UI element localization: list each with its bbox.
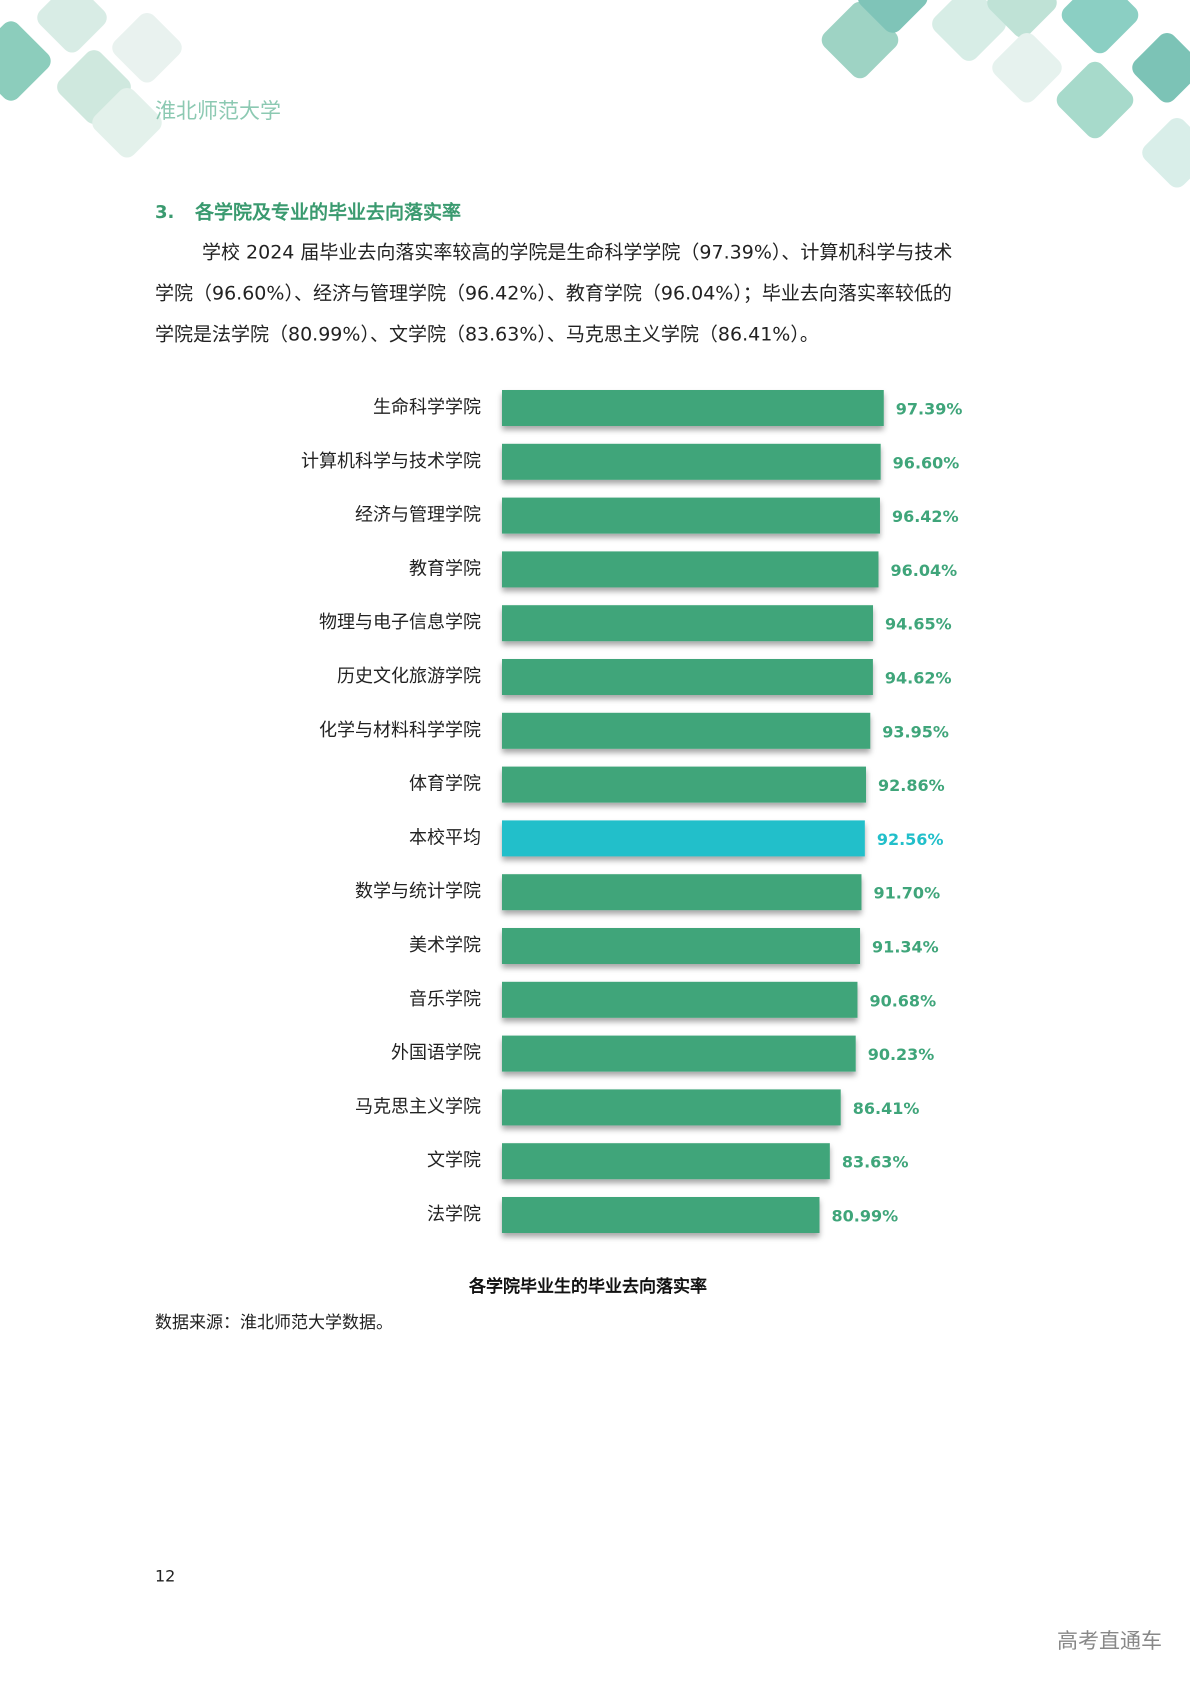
section-number: 3. (155, 202, 174, 223)
bar (502, 712, 871, 749)
category-label: 外国语学院 (391, 1043, 481, 1064)
bar (502, 766, 867, 803)
value-label: 90.23% (868, 1045, 935, 1064)
paragraph-line: 学校 2024 届毕业去向落实率较高的学院是生命科学学院（97.39%）、计算机… (202, 242, 952, 264)
category-label: 音乐学院 (409, 989, 481, 1010)
header-title: 淮北师范大学 (155, 99, 281, 123)
bar (502, 1089, 841, 1126)
value-label: 94.65% (885, 615, 952, 634)
bar (502, 497, 880, 534)
bar (502, 1143, 830, 1180)
category-label: 体育学院 (409, 774, 481, 795)
category-label: 本校平均 (409, 827, 481, 848)
category-label: 化学与材料科学学院 (319, 720, 481, 741)
value-label: 92.86% (878, 776, 945, 795)
page-number: 12 (155, 1567, 175, 1586)
value-label: 93.95% (882, 722, 949, 741)
bar (502, 659, 873, 695)
value-label: 96.60% (893, 453, 960, 472)
bar (502, 981, 858, 1018)
decoration (0, 0, 1190, 188)
bar (502, 1197, 820, 1233)
category-label: 计算机科学与技术学院 (301, 451, 481, 472)
bar (502, 551, 879, 588)
value-label: 80.99% (831, 1207, 898, 1226)
category-label: 生命科学学院 (373, 397, 481, 418)
bar (502, 820, 865, 857)
value-label: 91.34% (872, 938, 939, 957)
bar (502, 928, 861, 964)
value-label: 94.62% (885, 669, 952, 688)
bar-chart: 生命科学学院 97.39% 计算机科学与技术学院 96.60% 经济与管理学院 96.42… (301, 390, 962, 1233)
bar (502, 605, 874, 642)
value-label: 86.41% (853, 1099, 920, 1118)
source-note: 数据来源：淮北师范大学数据。 (155, 1313, 393, 1333)
category-label: 物理与电子信息学院 (319, 612, 481, 633)
paragraph-line: 学院是法学院（80.99%）、文学院（83.63%）、马克思主义学院（86.41… (155, 324, 819, 346)
value-label: 97.39% (896, 400, 963, 419)
value-label: 96.42% (892, 507, 959, 526)
bar (502, 874, 862, 911)
value-label: 83.63% (842, 1153, 909, 1172)
section-title: 各学院及专业的毕业去向落实率 (194, 201, 461, 224)
watermark: 高考直通车 (1057, 1629, 1162, 1653)
category-label: 教育学院 (409, 558, 481, 579)
value-label: 96.04% (890, 561, 957, 580)
category-label: 马克思主义学院 (355, 1096, 481, 1117)
bar (502, 443, 881, 480)
category-label: 美术学院 (409, 935, 481, 956)
category-label: 法学院 (427, 1204, 481, 1225)
category-label: 历史文化旅游学院 (337, 666, 481, 687)
bar (502, 390, 884, 426)
category-label: 数学与统计学院 (355, 881, 481, 902)
paragraph-line: 学院（96.60%）、经济与管理学院（96.42%）、教育学院（96.04%）；… (155, 283, 952, 305)
category-label: 文学院 (427, 1150, 481, 1171)
chart-title: 各学院毕业生的毕业去向落实率 (468, 1276, 707, 1297)
bar (502, 1035, 856, 1072)
value-label: 90.68% (869, 991, 936, 1010)
value-label: 91.70% (873, 884, 940, 903)
value-label: 92.56% (877, 830, 944, 849)
category-label: 经济与管理学院 (355, 505, 481, 526)
